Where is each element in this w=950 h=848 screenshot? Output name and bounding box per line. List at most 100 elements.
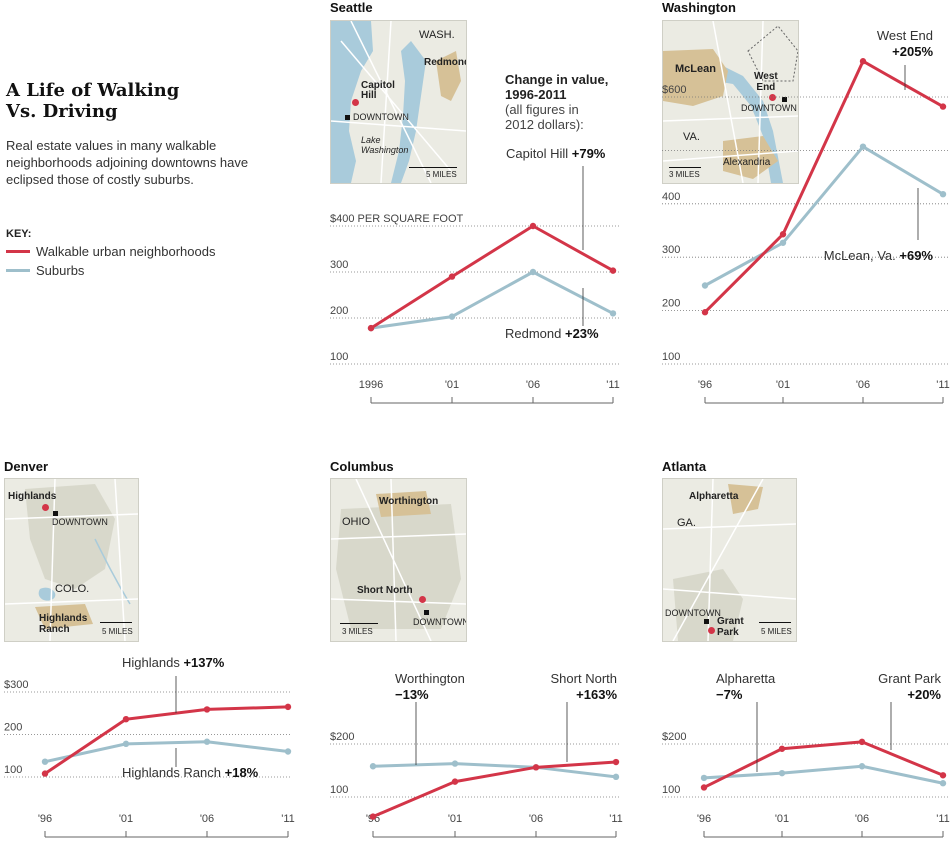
walkable-swatch bbox=[6, 250, 30, 253]
key-walkable-label: Walkable urban neighborhoods bbox=[36, 244, 216, 259]
series-line-suburbs bbox=[704, 145, 944, 287]
city-title-seattle: Seattle bbox=[330, 0, 373, 15]
data-point-walkable bbox=[609, 267, 617, 274]
map-denver-scale: 5 MILES bbox=[102, 627, 133, 636]
map-washington-scale-bar bbox=[669, 167, 701, 168]
data-point-suburbs bbox=[859, 143, 867, 150]
data-point-suburbs bbox=[939, 780, 947, 787]
data-point-suburbs bbox=[609, 310, 617, 317]
data-point-suburbs bbox=[284, 748, 292, 755]
series-change-label: +23% bbox=[565, 326, 599, 341]
map-atlanta-walk: Grant Park bbox=[717, 616, 744, 638]
x-tick-label: 1996 bbox=[359, 379, 383, 391]
series-change-label: +79% bbox=[572, 146, 606, 161]
y-tick-label: $200 bbox=[662, 731, 686, 743]
map-seattle-sub: Redmond bbox=[424, 57, 467, 68]
y-tick-label: 100 bbox=[330, 351, 348, 363]
x-tick-label: '01 bbox=[448, 813, 462, 825]
y-tick-label: 100 bbox=[330, 784, 348, 796]
series-line-walkable bbox=[370, 224, 614, 330]
change-note-line-1: Change in value, bbox=[505, 72, 609, 87]
city-title-atlanta: Atlanta bbox=[662, 459, 707, 474]
data-point-walkable bbox=[778, 745, 786, 752]
y-tick-label: 200 bbox=[4, 722, 22, 734]
map-columbus-scale-bar bbox=[340, 623, 378, 624]
series-line-suburbs bbox=[703, 764, 944, 785]
map-seattle: WASH. Redmond Capitol Hill DOWNTOWN Lake… bbox=[330, 20, 467, 184]
chart-seattle: 100 200 300 $400 PER SQUARE FOOT 1996 '01 '06 '… bbox=[330, 146, 620, 404]
map-washington-sub: McLean bbox=[675, 63, 716, 75]
series-label: Redmond +23% bbox=[505, 326, 599, 341]
map-columbus-walk: Short North bbox=[357, 585, 413, 596]
data-point-walkable bbox=[369, 813, 377, 820]
x-tick-label: '96 bbox=[698, 379, 712, 391]
data-point-suburbs bbox=[203, 738, 211, 745]
data-point-walkable bbox=[701, 309, 709, 316]
x-tick-label: '96 bbox=[38, 813, 52, 825]
x-tick-label: '11 bbox=[281, 813, 295, 825]
series-change-label: +205% bbox=[892, 44, 933, 59]
series-name-label: West End bbox=[877, 28, 933, 43]
data-point-walkable bbox=[859, 58, 867, 65]
key-suburbs: Suburbs bbox=[6, 263, 84, 278]
y-tick-label: $300 bbox=[4, 679, 28, 691]
y-tick-label: 300 bbox=[662, 244, 680, 256]
map-atlanta-walk-dot bbox=[708, 627, 715, 634]
map-washington-other: Alexandria bbox=[723, 157, 771, 168]
data-point-walkable bbox=[700, 784, 708, 791]
map-seattle-graphic bbox=[331, 21, 466, 183]
series-line-walkable bbox=[44, 705, 289, 775]
data-point-walkable bbox=[203, 706, 211, 713]
y-tick-label: 300 bbox=[330, 259, 348, 271]
y-tick-label: $600 bbox=[662, 84, 686, 96]
y-tick-label: 400 bbox=[662, 191, 680, 203]
map-columbus-scale: 3 MILES bbox=[342, 627, 373, 636]
headline-line-2: Vs. Driving bbox=[6, 101, 118, 122]
data-point-walkable bbox=[41, 770, 49, 777]
key-suburbs-label: Suburbs bbox=[36, 263, 85, 278]
data-point-walkable bbox=[448, 273, 456, 280]
map-denver-walk-dot bbox=[42, 504, 49, 511]
city-title-denver: Denver bbox=[4, 459, 49, 474]
data-point-suburbs bbox=[448, 313, 456, 320]
x-tick-label: '06 bbox=[526, 379, 540, 391]
map-atlanta-downtown: DOWNTOWN bbox=[665, 608, 721, 618]
key-heading: KEY: bbox=[6, 228, 32, 240]
map-washington-scale: 3 MILES bbox=[669, 170, 700, 179]
series-line-suburbs bbox=[372, 762, 617, 779]
series-name-label: Short North bbox=[551, 671, 617, 686]
map-seattle-downtown: DOWNTOWN bbox=[353, 112, 409, 122]
data-point-walkable bbox=[451, 778, 459, 785]
series-label: Highlands Ranch +18% bbox=[122, 765, 259, 780]
map-seattle-scale-bar bbox=[409, 167, 457, 168]
x-tick-label: '06 bbox=[200, 813, 214, 825]
map-denver-walk: Highlands bbox=[8, 491, 57, 502]
map-columbus-downtown: DOWNTOWN bbox=[413, 617, 467, 627]
map-columbus-sub: Worthington bbox=[379, 496, 439, 507]
key-walkable: Walkable urban neighborhoods bbox=[6, 244, 215, 259]
change-note-line-2: 1996-2011 bbox=[505, 87, 567, 102]
data-point-walkable bbox=[284, 703, 292, 711]
map-seattle-walk: Capitol Hill bbox=[361, 80, 395, 101]
map-denver: Highlands DOWNTOWN COLO. Highlands Ranch… bbox=[4, 478, 139, 642]
data-point-suburbs bbox=[858, 763, 866, 770]
y-tick-label: $400 PER SQUARE FOOT bbox=[330, 213, 464, 225]
data-point-walkable bbox=[532, 764, 540, 771]
x-tick-label: '06 bbox=[529, 813, 543, 825]
series-name-label: Redmond bbox=[505, 326, 565, 341]
series-change-label: +163% bbox=[576, 687, 617, 702]
change-note-line-4: 2012 dollars): bbox=[505, 117, 584, 132]
change-note-line-3: (all figures in bbox=[505, 102, 579, 117]
series-label: McLean, Va. +69% bbox=[824, 248, 934, 263]
map-seattle-scale: 5 MILES bbox=[426, 170, 457, 179]
x-tick-label: '01 bbox=[776, 379, 790, 391]
series-name-label: Highlands Ranch bbox=[122, 765, 225, 780]
data-point-walkable bbox=[122, 716, 130, 723]
data-point-suburbs bbox=[779, 239, 787, 246]
data-point-walkable bbox=[858, 738, 866, 746]
dek: Real estate values in many walkable neig… bbox=[6, 138, 249, 187]
y-tick-label: 100 bbox=[4, 764, 22, 776]
map-denver-state: COLO. bbox=[55, 583, 90, 595]
map-washington-walk: West End bbox=[754, 71, 778, 93]
